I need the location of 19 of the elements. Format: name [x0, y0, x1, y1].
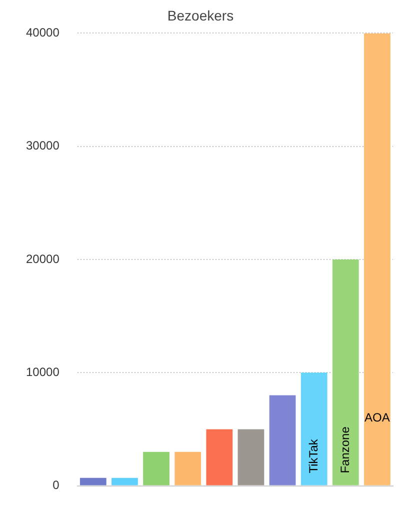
bar	[143, 452, 170, 486]
bar	[80, 478, 106, 486]
y-tick-label: 40000	[26, 26, 60, 40]
bar	[364, 33, 390, 486]
x-tick-label: Fanzone	[338, 426, 352, 474]
bar	[112, 478, 138, 486]
bar	[269, 395, 296, 486]
bar	[332, 260, 359, 486]
y-tick-label: 20000	[26, 252, 60, 266]
x-tick-label: AOA	[364, 410, 390, 425]
bar	[300, 372, 328, 486]
y-tick-label: 30000	[26, 138, 60, 153]
bar	[206, 429, 233, 486]
y-tick-label: 10000	[26, 364, 60, 379]
chart-title: Bezoekers	[167, 8, 234, 24]
bar	[174, 452, 202, 486]
y-tick-label: 0	[52, 478, 60, 492]
x-tick-label: TikTak	[306, 438, 320, 474]
bar	[238, 429, 264, 486]
